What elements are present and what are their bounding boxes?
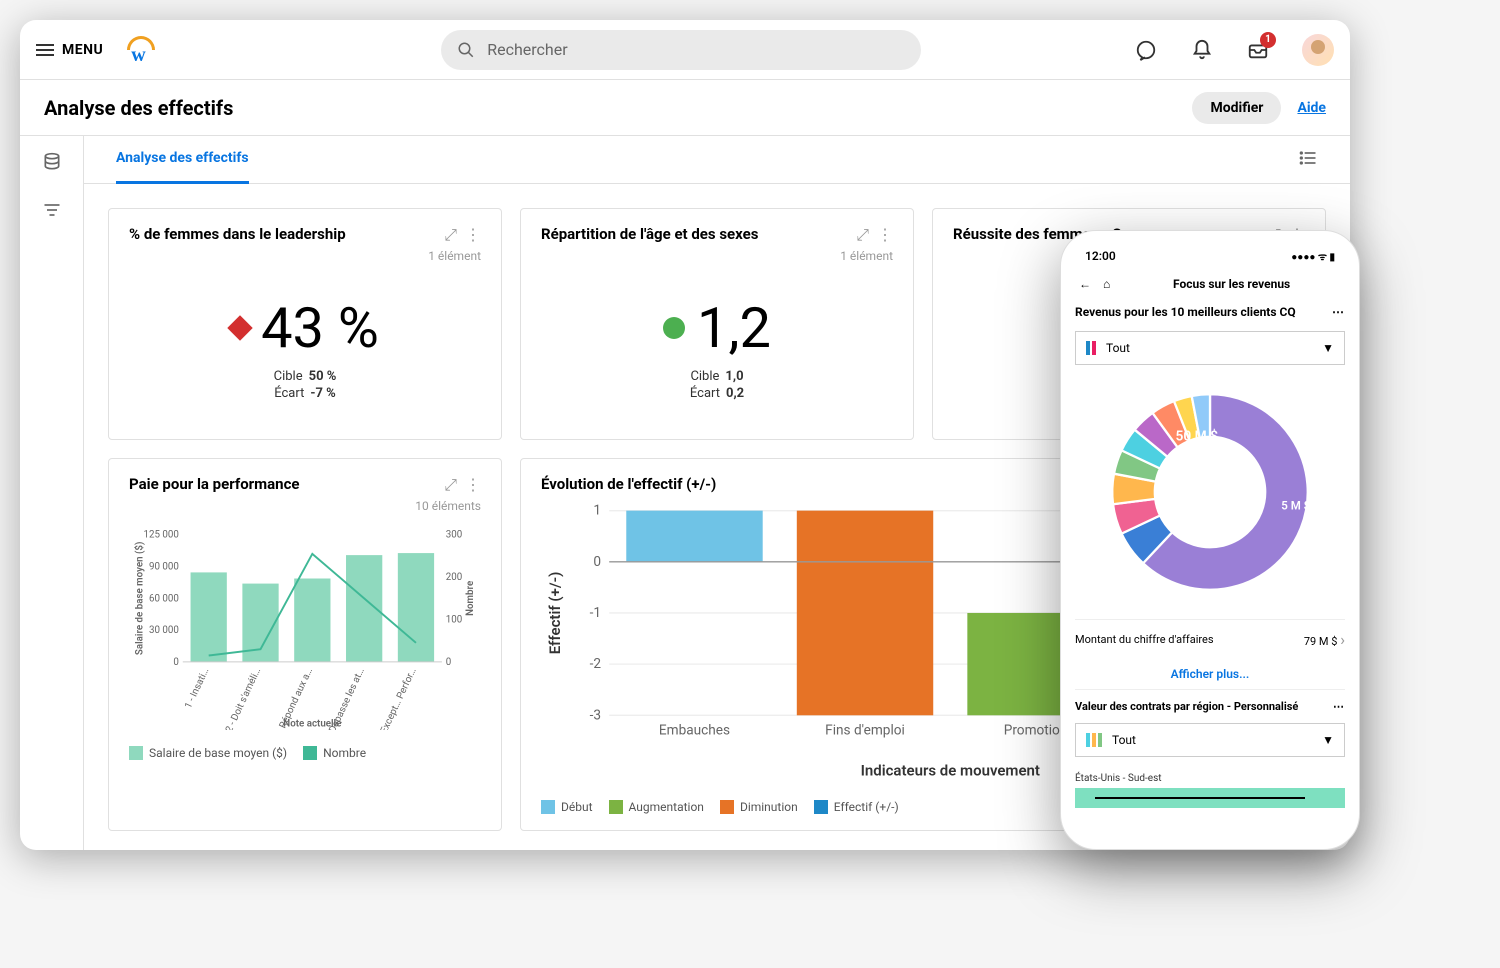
svg-text:1 - Insati…: 1 - Insati… <box>183 666 211 710</box>
phone-section2-title: Valeur des contrats par région - Personn… <box>1075 689 1345 717</box>
more-icon[interactable]: ⋮ <box>465 225 481 245</box>
card-title: % de femmes dans le leadership <box>129 225 444 243</box>
modifier-button[interactable]: Modifier <box>1192 92 1281 124</box>
tab-analyse[interactable]: Analyse des effectifs <box>116 136 249 184</box>
phone-bar <box>1075 788 1345 808</box>
svg-text:90 000: 90 000 <box>149 561 179 572</box>
more-icon[interactable]: ⋯ <box>1332 305 1345 319</box>
phone-bar-label: États-Unis - Sud-est <box>1075 769 1345 788</box>
chat-icon[interactable] <box>1134 38 1158 62</box>
expand-icon[interactable]: ⤢ <box>856 225 869 245</box>
more-icon[interactable]: ⋮ <box>465 475 481 495</box>
card-age-sex: Répartition de l'âge et des sexes ⤢ ⋮ 1 … <box>520 208 914 440</box>
card-pay-performance: Paie pour la performance ⤢ ⋮ 10 éléments… <box>108 458 502 831</box>
phone-revenue-row[interactable]: Montant du chiffre d'affaires 79 M $ › <box>1075 619 1345 659</box>
svg-text:Note actuelle: Note actuelle <box>283 718 341 729</box>
svg-text:Embauches: Embauches <box>659 722 730 738</box>
svg-text:1: 1 <box>593 503 601 519</box>
diamond-icon <box>227 315 252 340</box>
svg-text:50 M $: 50 M $ <box>1176 427 1219 444</box>
inbox-badge: 1 <box>1260 32 1276 48</box>
menu-label: MENU <box>62 42 103 58</box>
svg-text:60 000: 60 000 <box>149 593 179 604</box>
svg-text:100: 100 <box>446 614 462 625</box>
menu-button[interactable]: MENU <box>36 42 103 58</box>
inbox-icon[interactable]: 1 <box>1246 38 1270 62</box>
card-sub: 1 élément <box>541 249 893 263</box>
card-women-leadership: % de femmes dans le leadership ⤢ ⋮ 1 élé… <box>108 208 502 440</box>
workday-logo[interactable]: w <box>127 36 155 64</box>
svg-text:0: 0 <box>173 657 179 668</box>
hamburger-icon <box>36 44 54 56</box>
phone-statusbar: 12:00 ●●●● ᯤ ▮ <box>1075 243 1345 269</box>
page-title: Analyse des effectifs <box>44 96 1192 120</box>
leftrail <box>20 136 84 850</box>
kpi-value: 1,2 <box>697 295 771 361</box>
notifications-icon[interactable] <box>1190 38 1214 62</box>
svg-text:200: 200 <box>446 572 462 583</box>
expand-icon[interactable]: ⤢ <box>444 225 457 245</box>
svg-text:-1: -1 <box>590 605 601 621</box>
expand-icon[interactable]: ⤢ <box>444 475 457 495</box>
pay-performance-chart: 0 30 000 60 000 90 000 125 000 0 100 200 300 Sala… <box>129 525 481 730</box>
card-sub: 1 élément <box>129 249 481 263</box>
svg-text:0: 0 <box>446 657 452 668</box>
tabbar: Analyse des effectifs <box>84 136 1350 184</box>
svg-text:Salaire de base moyen ($): Salaire de base moyen ($) <box>135 542 146 656</box>
avatar[interactable] <box>1302 34 1334 66</box>
filter-icon[interactable] <box>42 200 62 224</box>
svg-text:5 M $: 5 M $ <box>1281 498 1310 512</box>
svg-text:125 000: 125 000 <box>144 530 179 541</box>
search-input[interactable]: Rechercher <box>441 30 921 70</box>
phone-filter-2[interactable]: Tout ▼ <box>1075 723 1345 757</box>
phone-section-title: Revenus pour les 10 meilleurs clients CQ… <box>1075 299 1345 325</box>
svg-text:Nombre: Nombre <box>465 581 476 616</box>
donut-chart: 50 M $ 5 M $ <box>1095 377 1325 607</box>
list-view-icon[interactable] <box>1298 148 1318 172</box>
search-placeholder: Rechercher <box>487 40 567 59</box>
database-icon[interactable] <box>42 152 62 176</box>
back-icon[interactable]: ← <box>1079 277 1091 291</box>
svg-text:-3: -3 <box>590 707 601 723</box>
phone-filter[interactable]: Tout ▼ <box>1075 331 1345 365</box>
svg-text:2 - Doit s'améli…: 2 - Doit s'améli… <box>224 666 263 730</box>
chart-legend: Salaire de base moyen ($)Nombre <box>129 746 481 760</box>
svg-text:Fins d'emploi: Fins d'emploi <box>825 722 905 738</box>
aide-link[interactable]: Aide <box>1297 100 1326 116</box>
topbar: MENU w Rechercher 1 <box>20 20 1350 80</box>
card-sub: 10 éléments <box>129 499 481 513</box>
svg-text:5 - Except… Perfor…: 5 - Except… Perfor… <box>373 666 419 730</box>
card-title: Paie pour la performance <box>129 475 444 493</box>
svg-text:Effectif (+/-): Effectif (+/-) <box>546 572 564 655</box>
svg-text:Promotion: Promotion <box>1004 722 1068 738</box>
svg-text:-2: -2 <box>590 656 602 672</box>
more-icon[interactable]: ⋯ <box>1333 700 1345 713</box>
svg-text:Indicateurs de mouvement: Indicateurs de mouvement <box>861 761 1040 779</box>
phone-title: Focus sur les revenus <box>1122 277 1341 291</box>
search-icon <box>457 41 475 59</box>
svg-text:30 000: 30 000 <box>149 625 179 636</box>
phone-nav: ← ⌂ Focus sur les revenus <box>1075 269 1345 299</box>
more-icon[interactable]: ⋮ <box>877 225 893 245</box>
show-more-link[interactable]: Afficher plus... <box>1075 659 1345 689</box>
card-title: Répartition de l'âge et des sexes <box>541 225 856 243</box>
titlebar: Analyse des effectifs Modifier Aide <box>20 80 1350 136</box>
svg-text:300: 300 <box>446 530 462 541</box>
kpi-value: 43 % <box>261 295 379 361</box>
home-icon[interactable]: ⌂ <box>1103 277 1110 291</box>
circle-icon <box>663 317 685 339</box>
svg-text:0: 0 <box>593 554 601 570</box>
phone-mockup: 12:00 ●●●● ᯤ ▮ ← ⌂ Focus sur les revenus… <box>1060 230 1360 850</box>
